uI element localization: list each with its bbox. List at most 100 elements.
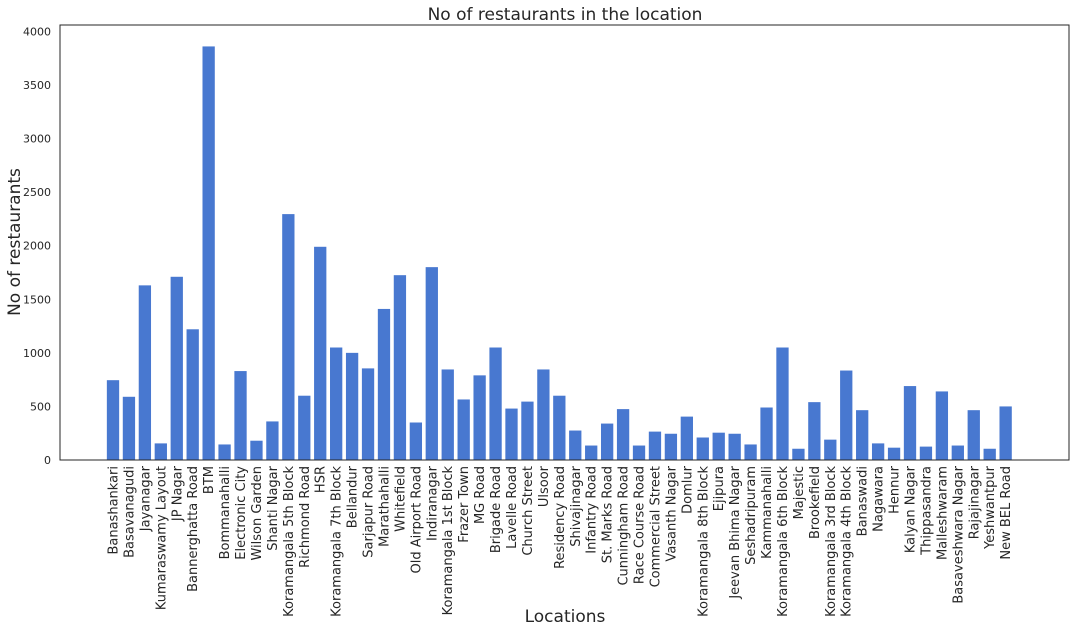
bar [951,445,964,460]
x-tick-label: Church Street [521,466,536,556]
bar [505,408,518,460]
bar [569,430,582,460]
y-tick-label: 500 [30,400,51,413]
x-tick-label: Koramangala 3rd Block [824,466,839,617]
bar [776,347,789,460]
x-tick-label: Hennur [888,465,903,513]
y-tick-label: 3000 [23,133,51,146]
bar [218,444,231,460]
x-tick-label: Brookefield [808,466,823,539]
x-tick-label: Lavelle Road [505,466,520,549]
bar [345,352,359,460]
x-tick-label: Koramangala 5th Block [282,466,297,617]
x-tick-label: Basaveshwara Nagar [951,465,966,603]
bar [361,368,375,460]
x-tick-label: Banashankari [107,466,122,555]
x-tick-label: Yeshwantpur [983,465,998,550]
x-tick-label: Commercial Street [648,466,663,587]
bar [712,432,725,460]
bar [824,439,837,460]
bar [138,285,152,460]
x-tick-label: Nagawara [872,466,887,532]
x-tick-label: Whitefield [393,466,408,532]
x-tick-label: Ulsoor [537,465,552,507]
y-axis-label: No of restaurants [5,168,25,316]
x-tick-label: Banaswadi [856,466,871,536]
bar [186,329,199,460]
bar [680,416,693,460]
bar [122,396,136,460]
bar [967,410,980,460]
bar [330,347,343,460]
x-tick-label: Jeevan Bhima Nagar [728,465,743,599]
x-tick-label: Thippasandra [919,466,934,556]
x-tick-label: Shanti Nagar [266,465,281,550]
x-axis-label: Locations [525,607,606,627]
x-tick-label: Majestic [792,466,807,519]
x-tick-label: Seshadripuram [744,466,759,565]
x-tick-label: Bannerghatta Road [186,466,201,592]
x-tick-label: Koramangala 4th Block [840,466,855,617]
x-tick-label: Koramangala 1st Block [441,466,456,616]
x-tick-label: Infantry Road [585,466,600,554]
x-tick-label: Richmond Road [298,466,313,568]
bar [537,369,550,460]
x-tick-label: Kumaraswamy Layout [154,466,169,610]
y-tick-label: 4000 [23,25,51,38]
bar [808,402,821,460]
bar [441,369,454,460]
x-tick-label: Koramangala 8th Block [696,466,711,617]
bar [887,447,901,460]
bar [585,445,598,460]
bar [983,448,996,460]
y-tick-label: 2500 [23,186,51,199]
bar [616,409,630,460]
bar [903,386,917,460]
x-tick-label: Cunningham Road [617,466,632,586]
x-tick-label: Brigade Road [489,466,504,553]
bar [871,443,885,460]
y-tick-label: 0 [44,454,51,467]
bar [266,421,279,460]
bar [919,446,933,460]
bar [999,406,1012,460]
x-tick-label: Electronic City [234,466,249,560]
y-tick-label: 2000 [23,240,51,253]
plot-frame [59,24,1070,461]
x-tick-label: Race Course Road [633,466,648,584]
x-tick-label: Bellandur [346,465,361,528]
bar [202,46,215,461]
bar [553,395,566,460]
x-tick-label: Old Airport Road [409,466,424,573]
bar [632,445,646,460]
bar [377,308,391,460]
x-tick-label: Basavanagudi [122,466,137,558]
bar [425,267,438,460]
x-tick-label: Marathahalli [377,466,392,547]
bar [457,399,470,460]
bar [792,448,805,460]
x-axis-ticks: Banashankari Basavanagudi Jayanagar Kumaras… [107,465,1015,617]
x-tick-label: Rajajinagar [967,465,982,539]
x-tick-label: MG Road [473,466,488,524]
bar [521,401,534,460]
bar [648,431,662,460]
x-tick-label: Residency Road [553,466,568,569]
bar [760,407,773,460]
chart-title: No of restaurants in the location [428,5,703,25]
y-tick-label: 1500 [23,293,51,306]
x-tick-label: Koramangala 6th Block [776,466,791,617]
y-tick-label: 3500 [23,79,51,92]
bar [154,443,167,460]
bar [600,423,614,460]
bar [744,444,757,460]
bar [250,440,263,460]
bar [393,275,407,460]
x-tick-label: Kammanahalli [760,466,775,559]
bar [473,375,486,460]
bar [840,370,853,460]
bar [696,437,709,460]
bar [170,276,183,460]
bar [409,422,423,460]
